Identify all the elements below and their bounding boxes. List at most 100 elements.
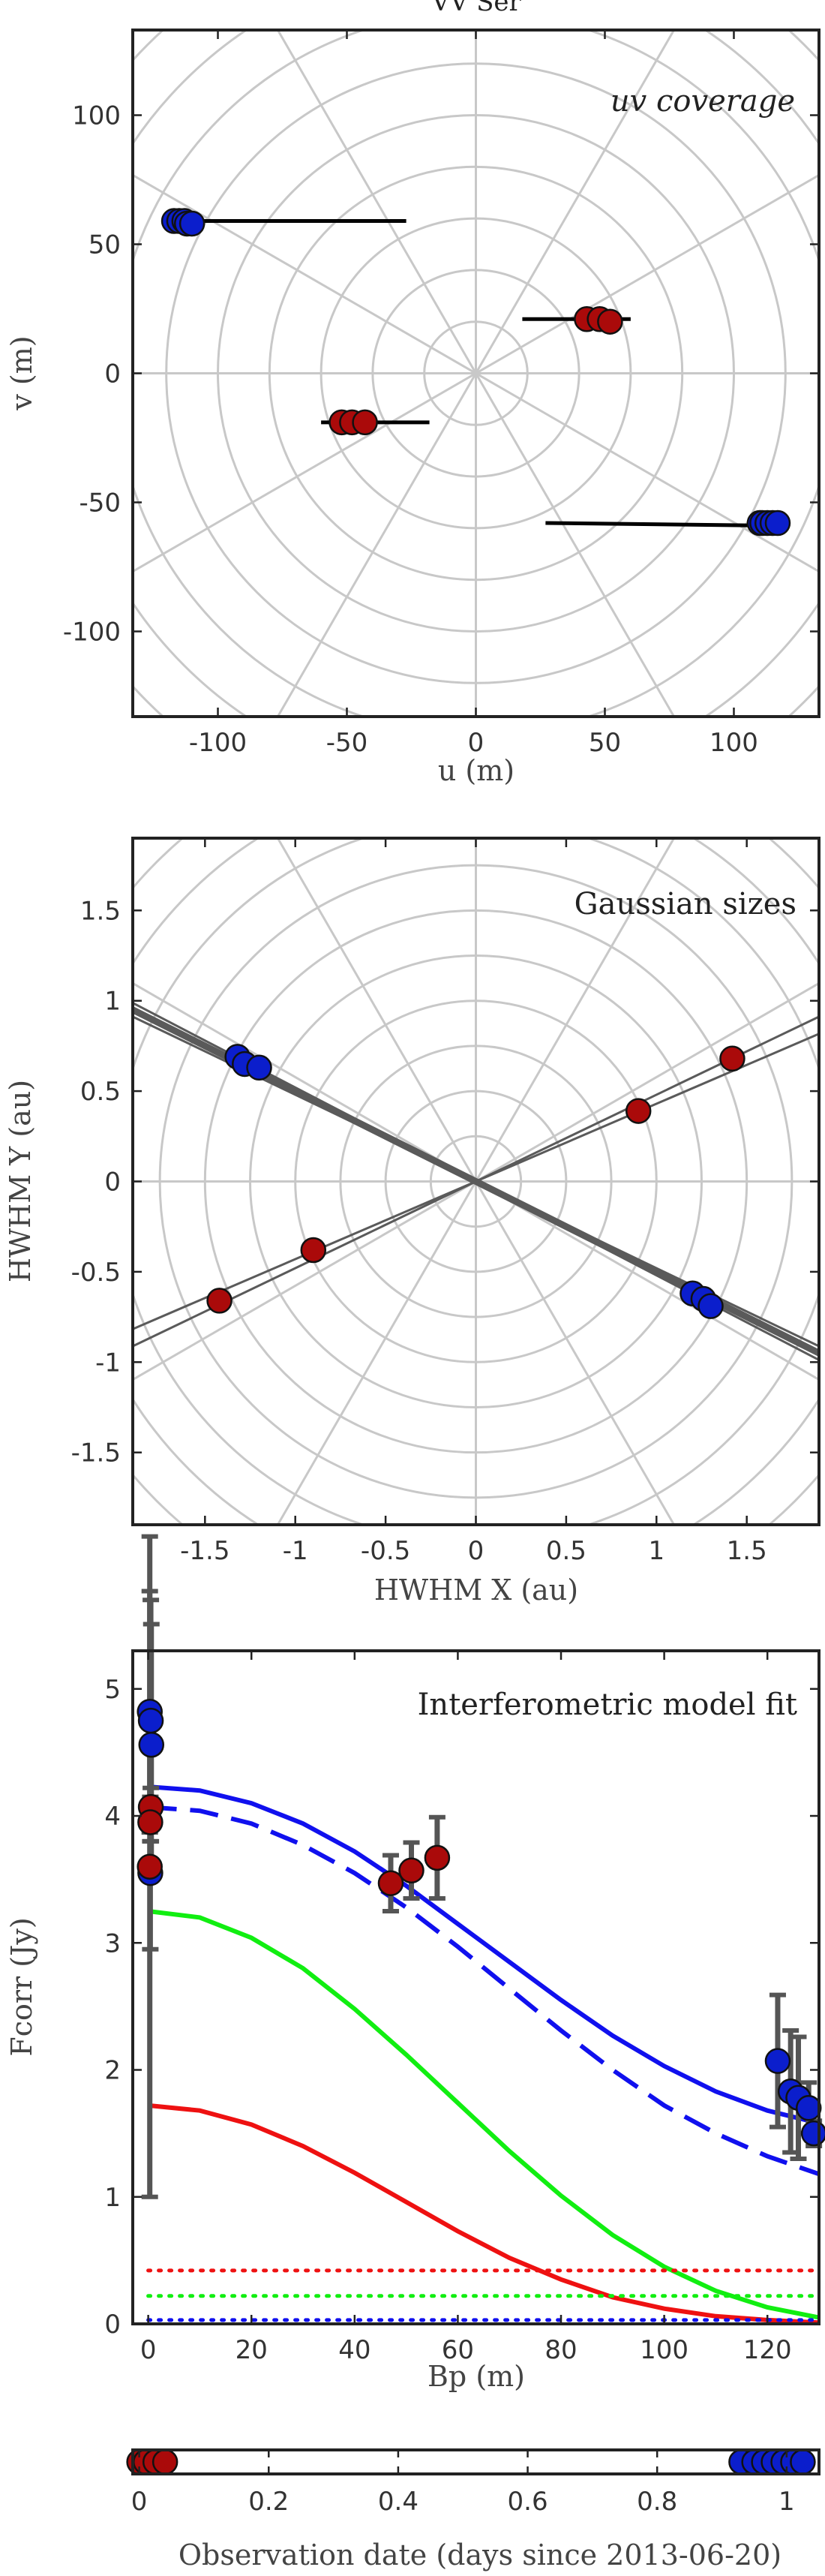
timeline-marks	[126, 2448, 816, 2475]
model-fit-x-tick-label: 40	[338, 2335, 370, 2365]
timeline-x-tick-label: 0.2	[248, 2487, 289, 2517]
uv-x-tick-label: -50	[326, 728, 368, 758]
uv-marks	[160, 208, 791, 537]
model-fit-x-tick-label: 20	[236, 2335, 268, 2365]
uv-y-axis-label: v (m)	[5, 335, 38, 410]
model-fit-x-tick-label: 120	[743, 2335, 792, 2365]
timeline-x-axis-label: Observation date (days since 2013-06-20)	[178, 2538, 782, 2571]
gaussian-point-red	[719, 1045, 746, 1072]
model-fit-point-red	[136, 1853, 163, 1880]
model-fit-y-tick-label: 1	[104, 2183, 121, 2213]
uv-coverage-panel: -100 -50 0 50 100 -100 -50 0 50 100 uv coverage u…	[0, 0, 825, 889]
timeline-x-tick-label: 0.4	[378, 2487, 418, 2517]
timeline-x-tick-label: 0.6	[508, 2487, 548, 2517]
model-curve-green	[148, 1909, 819, 2320]
gaussian-ticks: -1.5 -1 -0.5 0 0.5 1 1.5 -1.5 -1 -0.5 0 0.5 1 1.5	[71, 838, 819, 1566]
uv-point-blue	[178, 210, 206, 237]
uv-x-axis-label: u (m)	[438, 754, 514, 787]
figure-title: VV Ser	[430, 0, 521, 17]
gaussian-point-red	[625, 1098, 652, 1124]
gaussian-x-tick-label: 1	[648, 1536, 664, 1566]
model-fit-point-blue	[800, 2120, 825, 2147]
uv-track	[545, 521, 765, 528]
model-fit-x-tick-label: 60	[442, 2335, 474, 2365]
timeline-panel: 0 0.2 0.4 0.6 0.8 1 Observation date (days si…	[126, 2448, 820, 2571]
model-fit-ticks: 0 20 40 60 80 100 120 0 1 2 3 4 5	[104, 1651, 819, 2365]
gaussian-x-tick-label: -0.5	[361, 1536, 410, 1566]
model-fit-x-tick-label: 0	[140, 2335, 157, 2365]
gaussian-point-red	[300, 1237, 327, 1264]
gaussian-annotation: Gaussian sizes	[574, 887, 796, 921]
uv-point-red	[352, 409, 378, 436]
model-fit-point-blue	[795, 2095, 822, 2121]
uv-y-tick-label: 100	[72, 101, 121, 131]
gaussian-y-tick-label: 1	[104, 987, 121, 1017]
model-fit-point-red	[424, 1844, 451, 1871]
model-fit-curves	[146, 1784, 819, 2324]
timeline-point-red	[152, 2448, 178, 2475]
timeline-x-tick-label: 0	[131, 2487, 148, 2517]
gaussian-fit-line	[133, 1015, 819, 1348]
uv-grid-spoke	[133, 173, 819, 573]
model-fit-point-red	[137, 1809, 164, 1835]
uv-x-tick-label: -100	[189, 728, 247, 758]
model-fit-y-tick-label: 3	[104, 1928, 121, 1958]
uv-grid-circle	[0, 0, 825, 889]
model-fit-point-red	[377, 1870, 404, 1896]
timeline-frame	[131, 2448, 820, 2475]
gaussian-x-axis-label: HWHM X (au)	[374, 1574, 578, 1607]
uv-y-tick-label: -50	[79, 488, 121, 518]
model-fit-point-blue	[137, 1707, 164, 1734]
model-fit-y-tick-label: 0	[104, 2310, 121, 2340]
uv-y-tick-label: -100	[63, 617, 121, 647]
model-fit-x-tick-label: 80	[544, 2335, 577, 2365]
uv-y-tick-label: 0	[104, 359, 121, 389]
uv-polar-grid	[0, 0, 825, 889]
uv-y-tick-label: 50	[88, 230, 121, 260]
timeline-point-blue	[790, 2448, 816, 2475]
gaussian-polar-grid	[133, 838, 819, 1525]
model-fit-point-blue	[764, 2048, 791, 2074]
gaussian-x-tick-label: -1	[283, 1536, 308, 1566]
model-fit-y-tick-label: 4	[104, 1802, 121, 1832]
model-fit-y-tick-label: 5	[104, 1675, 121, 1705]
model-fit-point-blue	[138, 1731, 165, 1758]
uv-x-tick-label: 50	[589, 728, 621, 758]
model-fit-x-tick-label: 100	[640, 2335, 688, 2365]
gaussian-marks	[133, 1001, 819, 1362]
uv-point-blue	[764, 509, 791, 537]
uv-point-red	[597, 308, 623, 335]
model-fit-marks	[136, 1534, 825, 2324]
gaussian-y-axis-label: HWHM Y (au)	[4, 1080, 37, 1282]
model-fit-x-axis-label: Bp (m)	[428, 2360, 525, 2393]
model-fit-point-red	[398, 1857, 424, 1884]
gaussian-point-red	[206, 1288, 232, 1314]
gaussian-y-tick-label: 0	[104, 1168, 121, 1198]
uv-x-tick-label: 100	[710, 728, 758, 758]
model-fit-y-tick-label: 2	[104, 2056, 121, 2086]
timeline-x-tick-label: 1	[778, 2487, 795, 2517]
model-curve-red	[148, 2103, 819, 2324]
gaussian-point-blue	[698, 1293, 724, 1319]
model-curve-blue-dashed	[148, 1805, 819, 2177]
model-fit-plot-frame	[131, 1649, 820, 2325]
gaussian-sizes-panel: -1.5 -1 -0.5 0 0.5 1 1.5 -1.5 -1 -0.5 0 0.5 1 1.5 Gau…	[4, 837, 820, 1607]
gaussian-y-tick-label: 0.5	[80, 1077, 121, 1107]
uv-annotation: uv coverage	[610, 84, 795, 119]
uv-x-tick-label: 0	[468, 728, 484, 758]
model-fit-y-axis-label: Fcorr (Jy)	[5, 1917, 38, 2056]
gaussian-point-blue	[246, 1054, 272, 1081]
gaussian-x-tick-label: 0.5	[546, 1536, 586, 1566]
model-curve-blue-solid	[148, 1784, 819, 2126]
gaussian-y-tick-label: -1	[95, 1348, 121, 1378]
uv-ticks: -100 -50 0 50 100 -100 -50 0 50 100	[63, 30, 819, 758]
model-fit-annotation: Interferometric model fit	[418, 1688, 797, 1722]
timeline-ticks: 0 0.2 0.4 0.6 0.8 1	[131, 2450, 795, 2517]
gaussian-x-tick-label: 1.5	[727, 1536, 767, 1566]
model-fit-panel: 0 20 40 60 80 100 120 0 1 2 3 4 5 Interferometric mo…	[5, 1534, 825, 2393]
timeline-x-tick-label: 0.8	[637, 2487, 677, 2517]
gaussian-y-tick-label: -1.5	[71, 1438, 121, 1468]
gaussian-x-tick-label: 0	[468, 1536, 484, 1566]
gaussian-y-tick-label: -0.5	[71, 1258, 121, 1288]
